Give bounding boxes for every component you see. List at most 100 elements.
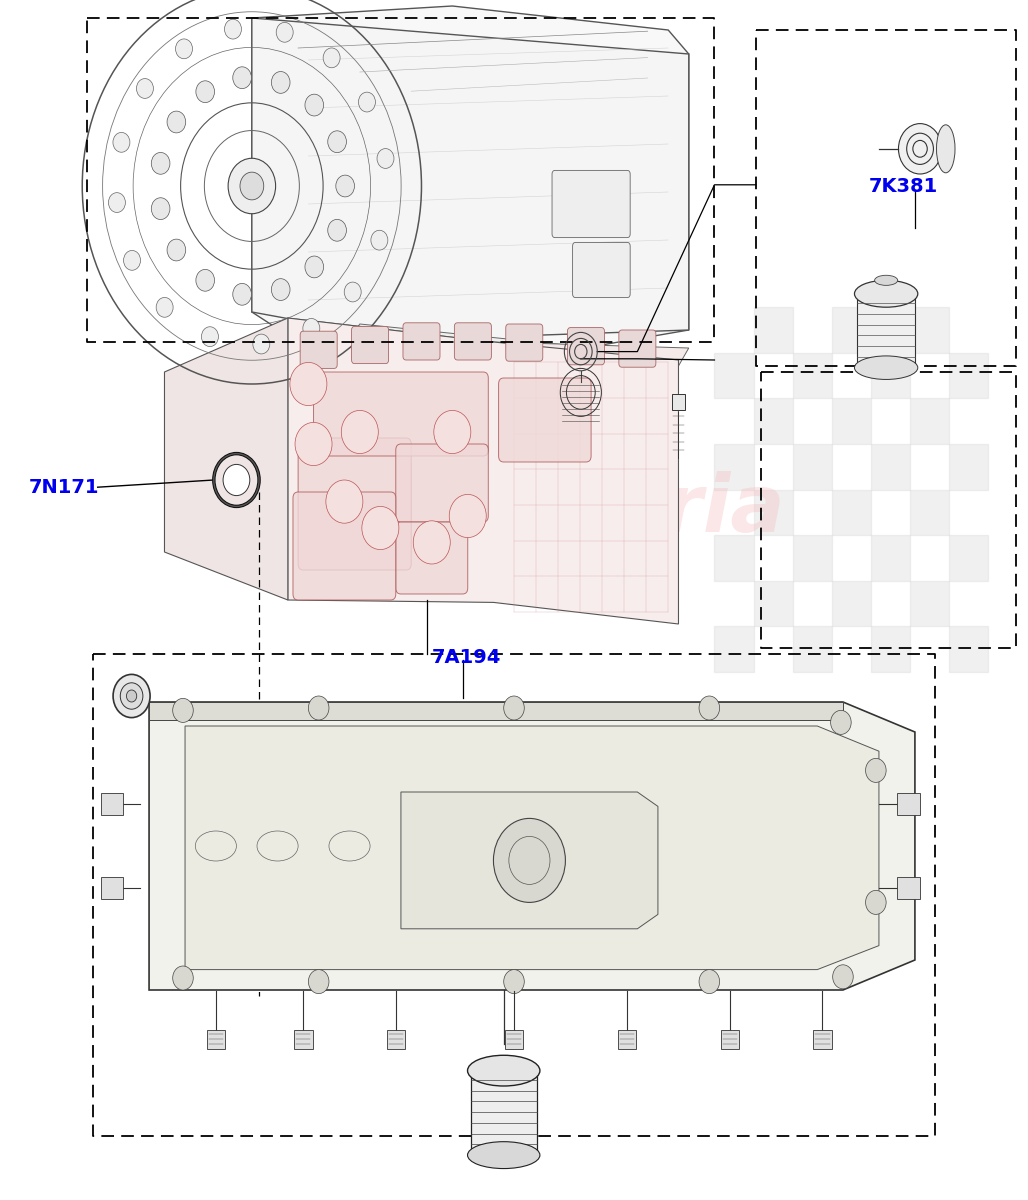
Circle shape bbox=[833, 965, 853, 989]
Text: SCUDeria: SCUDeria bbox=[360, 470, 785, 550]
Circle shape bbox=[831, 710, 851, 734]
Bar bbox=[754, 490, 793, 535]
Circle shape bbox=[224, 19, 242, 40]
Circle shape bbox=[305, 256, 324, 278]
FancyBboxPatch shape bbox=[454, 323, 491, 360]
FancyBboxPatch shape bbox=[619, 330, 656, 367]
Bar bbox=[949, 353, 988, 398]
Circle shape bbox=[699, 970, 720, 994]
Circle shape bbox=[151, 152, 170, 174]
Bar bbox=[294, 1030, 313, 1049]
Circle shape bbox=[113, 674, 150, 718]
Bar bbox=[897, 793, 920, 815]
Bar bbox=[721, 1030, 739, 1049]
Circle shape bbox=[151, 198, 170, 220]
Bar bbox=[910, 490, 949, 535]
Bar bbox=[910, 307, 949, 353]
Ellipse shape bbox=[854, 356, 918, 379]
Text: 7K381: 7K381 bbox=[869, 176, 938, 196]
Bar bbox=[832, 307, 871, 353]
Circle shape bbox=[336, 175, 355, 197]
Bar bbox=[949, 626, 988, 672]
Bar bbox=[101, 877, 123, 899]
Circle shape bbox=[328, 131, 346, 152]
FancyBboxPatch shape bbox=[506, 324, 543, 361]
Circle shape bbox=[271, 72, 290, 94]
Polygon shape bbox=[288, 318, 689, 372]
Circle shape bbox=[228, 158, 276, 214]
FancyBboxPatch shape bbox=[396, 522, 468, 594]
Circle shape bbox=[362, 506, 399, 550]
FancyBboxPatch shape bbox=[552, 170, 630, 238]
Circle shape bbox=[326, 480, 363, 523]
Circle shape bbox=[113, 132, 130, 152]
Circle shape bbox=[295, 422, 332, 466]
Circle shape bbox=[201, 326, 218, 347]
Polygon shape bbox=[149, 702, 843, 720]
Bar bbox=[672, 394, 685, 410]
Bar bbox=[387, 1030, 405, 1049]
Circle shape bbox=[323, 48, 340, 67]
FancyBboxPatch shape bbox=[352, 326, 389, 364]
FancyBboxPatch shape bbox=[567, 328, 604, 365]
Bar bbox=[949, 444, 988, 490]
Circle shape bbox=[328, 220, 346, 241]
Circle shape bbox=[232, 67, 252, 89]
Circle shape bbox=[308, 696, 329, 720]
Ellipse shape bbox=[937, 125, 955, 173]
Bar bbox=[871, 535, 910, 581]
Circle shape bbox=[308, 970, 329, 994]
Circle shape bbox=[290, 362, 327, 406]
Circle shape bbox=[196, 80, 215, 102]
Polygon shape bbox=[185, 726, 879, 970]
Circle shape bbox=[898, 124, 942, 174]
Polygon shape bbox=[288, 318, 678, 624]
Circle shape bbox=[253, 334, 269, 354]
Circle shape bbox=[371, 230, 388, 250]
Bar bbox=[714, 444, 754, 490]
FancyBboxPatch shape bbox=[403, 323, 440, 360]
Circle shape bbox=[196, 270, 215, 292]
Circle shape bbox=[123, 251, 141, 270]
Bar bbox=[871, 444, 910, 490]
Circle shape bbox=[449, 494, 486, 538]
Bar bbox=[910, 581, 949, 626]
Circle shape bbox=[341, 410, 378, 454]
Circle shape bbox=[866, 890, 886, 914]
Bar bbox=[714, 353, 754, 398]
Ellipse shape bbox=[854, 281, 918, 307]
Circle shape bbox=[413, 521, 450, 564]
Circle shape bbox=[699, 696, 720, 720]
Circle shape bbox=[232, 283, 252, 305]
Bar bbox=[505, 1030, 523, 1049]
Bar bbox=[714, 626, 754, 672]
Bar bbox=[471, 1070, 537, 1156]
Ellipse shape bbox=[468, 1141, 540, 1169]
Bar bbox=[793, 353, 832, 398]
Circle shape bbox=[303, 318, 320, 338]
Bar bbox=[871, 626, 910, 672]
Bar bbox=[793, 626, 832, 672]
Circle shape bbox=[359, 92, 375, 112]
FancyBboxPatch shape bbox=[298, 438, 411, 570]
Circle shape bbox=[344, 282, 361, 302]
Circle shape bbox=[504, 696, 524, 720]
Bar bbox=[832, 398, 871, 444]
Circle shape bbox=[240, 172, 264, 200]
Bar bbox=[101, 793, 123, 815]
Circle shape bbox=[173, 698, 193, 722]
Circle shape bbox=[223, 464, 250, 496]
Bar bbox=[714, 535, 754, 581]
Bar bbox=[857, 294, 915, 367]
FancyBboxPatch shape bbox=[300, 331, 337, 368]
Text: 7A194: 7A194 bbox=[432, 648, 501, 667]
Bar bbox=[207, 1030, 225, 1049]
Circle shape bbox=[504, 970, 524, 994]
Polygon shape bbox=[252, 18, 689, 360]
Bar bbox=[754, 581, 793, 626]
Bar bbox=[754, 307, 793, 353]
FancyBboxPatch shape bbox=[573, 242, 630, 298]
Bar bbox=[618, 1030, 636, 1049]
Polygon shape bbox=[339, 324, 596, 374]
Text: car  parts: car parts bbox=[360, 539, 546, 577]
